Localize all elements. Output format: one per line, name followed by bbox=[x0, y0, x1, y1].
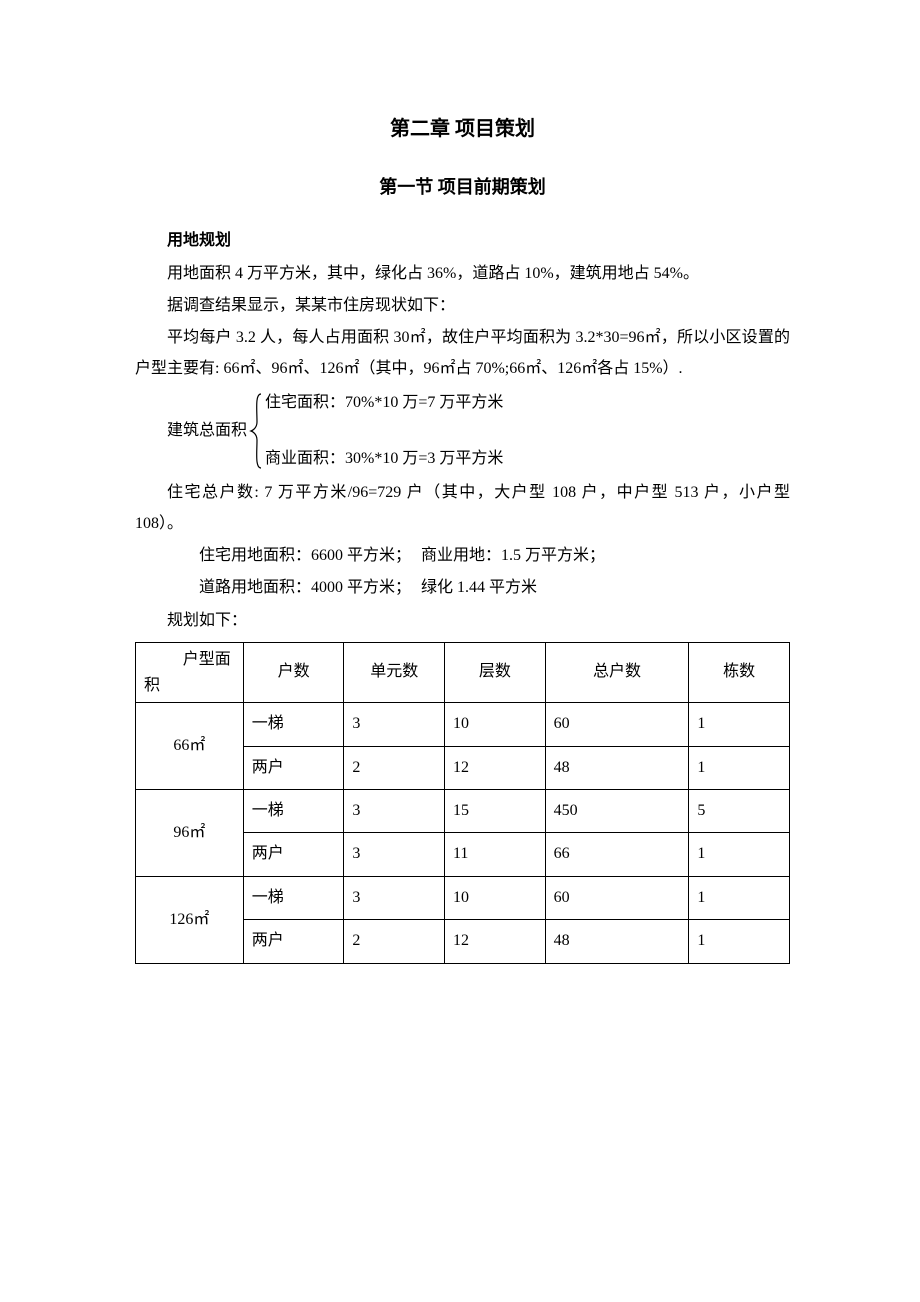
table-body: 66㎡一梯310601两户21248196㎡一梯3154505两户3116611… bbox=[136, 703, 790, 963]
cell: 1 bbox=[689, 920, 790, 963]
paragraph-survey-intro: 据调查结果显示，某某市住房现状如下： bbox=[135, 291, 790, 321]
cell: 3 bbox=[344, 790, 445, 833]
cell: 48 bbox=[545, 920, 689, 963]
cell: 12 bbox=[445, 920, 546, 963]
cell: 3 bbox=[344, 833, 445, 876]
paragraph-plan-intro: 规划如下： bbox=[135, 606, 790, 636]
cell: 一梯 bbox=[243, 703, 344, 746]
text-residential-land: 住宅用地面积：6600 平方米； bbox=[167, 541, 417, 571]
table-header-floors: 层数 bbox=[445, 643, 546, 703]
cell: 10 bbox=[445, 703, 546, 746]
table-row: 66㎡一梯310601 bbox=[136, 703, 790, 746]
brace-label: 建筑总面积 bbox=[135, 416, 249, 446]
section-title: 第一节 项目前期策划 bbox=[135, 170, 790, 204]
text-road-land: 道路用地面积：4000 平方米； bbox=[167, 573, 417, 603]
cell: 450 bbox=[545, 790, 689, 833]
paragraph-land-area: 用地面积 4 万平方米，其中，绿化占 36%，道路占 10%，建筑用地占 54%… bbox=[135, 259, 790, 289]
cell: 1 bbox=[689, 746, 790, 789]
cell: 11 bbox=[445, 833, 546, 876]
cell: 48 bbox=[545, 746, 689, 789]
cell-area: 66㎡ bbox=[136, 703, 244, 790]
table-header-households: 户数 bbox=[243, 643, 344, 703]
paragraph-land-use-2: 道路用地面积：4000 平方米； 绿化 1.44 平方米 bbox=[135, 573, 790, 603]
paragraph-unit-types: 平均每户 3.2 人，每人占用面积 30㎡，故住户平均面积为 3.2*30=96… bbox=[135, 323, 790, 384]
cell: 一梯 bbox=[243, 790, 344, 833]
cell: 两户 bbox=[243, 920, 344, 963]
cell: 12 bbox=[445, 746, 546, 789]
table-header-buildings: 栋数 bbox=[689, 643, 790, 703]
cell: 60 bbox=[545, 876, 689, 919]
table-header-total: 总户数 bbox=[545, 643, 689, 703]
brace-line-residential: 住宅面积：70%*10 万=7 万平方米 bbox=[265, 392, 503, 414]
text-green-land: 绿化 1.44 平方米 bbox=[421, 579, 537, 596]
brace-line-commercial: 商业面积：30%*10 万=3 万平方米 bbox=[265, 448, 503, 470]
table-header-units: 单元数 bbox=[344, 643, 445, 703]
brace-lines: 住宅面积：70%*10 万=7 万平方米 商业面积：30%*10 万=3 万平方… bbox=[263, 392, 503, 470]
cell: 1 bbox=[689, 703, 790, 746]
sub-heading-land-planning: 用地规划 bbox=[135, 226, 790, 256]
cell-area: 126㎡ bbox=[136, 876, 244, 963]
table-header-area-top: 户型面 bbox=[144, 647, 235, 673]
left-brace-icon bbox=[249, 392, 263, 470]
chapter-title: 第二章 项目策划 bbox=[135, 110, 790, 148]
cell: 3 bbox=[344, 876, 445, 919]
cell: 两户 bbox=[243, 833, 344, 876]
cell: 两户 bbox=[243, 746, 344, 789]
text-commercial-land: 商业用地：1.5 万平方米； bbox=[421, 547, 605, 564]
table-header-area: 户型面 积 bbox=[136, 643, 244, 703]
cell: 66 bbox=[545, 833, 689, 876]
unit-plan-table: 户型面 积 户数 单元数 层数 总户数 栋数 66㎡一梯310601两户2124… bbox=[135, 642, 790, 964]
cell: 10 bbox=[445, 876, 546, 919]
table-header-row: 户型面 积 户数 单元数 层数 总户数 栋数 bbox=[136, 643, 790, 703]
table-row: 96㎡一梯3154505 bbox=[136, 790, 790, 833]
table-row: 126㎡一梯310601 bbox=[136, 876, 790, 919]
cell: 60 bbox=[545, 703, 689, 746]
paragraph-land-use-1: 住宅用地面积：6600 平方米； 商业用地：1.5 万平方米； bbox=[135, 541, 790, 571]
cell: 2 bbox=[344, 920, 445, 963]
cell: 15 bbox=[445, 790, 546, 833]
brace-block-building-area: 建筑总面积 住宅面积：70%*10 万=7 万平方米 商业面积：30%*10 万… bbox=[135, 392, 790, 470]
cell-area: 96㎡ bbox=[136, 790, 244, 877]
cell: 3 bbox=[344, 703, 445, 746]
cell: 5 bbox=[689, 790, 790, 833]
table-header-area-bottom: 积 bbox=[144, 673, 235, 699]
paragraph-total-households: 住宅总户数: 7 万平方米/96=729 户（其中，大户型 108 户，中户型 … bbox=[135, 478, 790, 539]
cell: 一梯 bbox=[243, 876, 344, 919]
cell: 2 bbox=[344, 746, 445, 789]
cell: 1 bbox=[689, 876, 790, 919]
cell: 1 bbox=[689, 833, 790, 876]
